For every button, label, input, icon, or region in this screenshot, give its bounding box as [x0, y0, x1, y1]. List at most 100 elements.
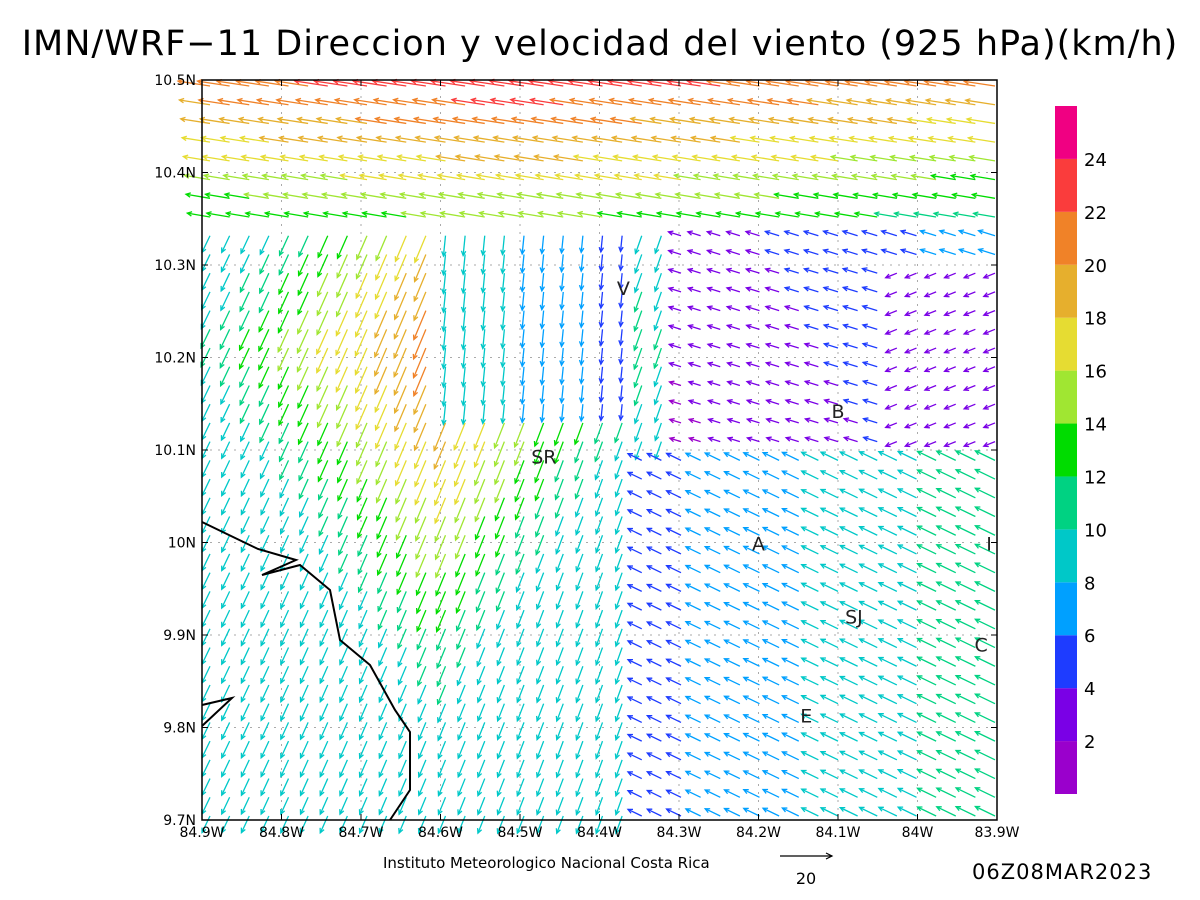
wind-vector	[338, 460, 348, 482]
wind-vector	[898, 489, 916, 498]
colorbar-segment	[1055, 476, 1077, 529]
wind-vector	[956, 526, 975, 535]
colorbar-label: 18	[1084, 309, 1107, 330]
colorbar-label: 20	[1084, 256, 1107, 277]
wind-vector	[298, 404, 308, 426]
wind-vector	[278, 367, 288, 389]
wind-vector	[221, 292, 230, 310]
wind-vector	[975, 807, 995, 816]
wind-vector	[917, 770, 936, 779]
wind-vector	[975, 507, 995, 516]
wind-vector	[975, 451, 995, 460]
wind-vector	[241, 254, 249, 272]
wind-vector	[879, 695, 897, 704]
wind-vector	[898, 451, 916, 460]
wind-vector	[299, 479, 308, 498]
wind-vector	[956, 488, 975, 497]
wind-vector	[417, 591, 426, 613]
wind-vector	[937, 582, 956, 591]
wind-vector	[898, 657, 916, 666]
wind-vector	[917, 470, 936, 479]
wind-vector	[221, 385, 230, 403]
wind-vector	[338, 236, 348, 258]
wind-vector	[414, 348, 426, 378]
x-tick-label: 84.7W	[338, 825, 383, 841]
colorbar: 24681012141618202224	[1055, 106, 1107, 794]
colorbar-label: 6	[1084, 626, 1095, 647]
colorbar-label: 14	[1084, 415, 1107, 436]
x-tick-label: 84.4W	[577, 825, 622, 841]
wind-vector	[898, 564, 916, 573]
wind-vector	[879, 676, 897, 685]
wind-vector	[358, 535, 367, 555]
wind-vector	[535, 423, 544, 446]
city-label: V	[617, 278, 630, 300]
wind-vector	[879, 789, 897, 798]
city-label: SR	[531, 446, 556, 468]
wind-vector	[240, 385, 249, 404]
wind-vector	[338, 479, 347, 500]
y-tick-label: 10.4N	[154, 166, 196, 182]
y-tick-label: 9.8N	[163, 721, 196, 737]
wind-vector	[490, 81, 524, 86]
wind-vector	[279, 273, 288, 294]
wind-vector	[917, 489, 936, 498]
wind-vector	[437, 629, 446, 650]
wind-vector	[879, 452, 897, 461]
wind-vector	[937, 713, 956, 722]
wind-vector	[879, 470, 897, 479]
wind-vector	[879, 658, 897, 667]
x-tick-label: 84W	[902, 825, 934, 841]
wind-vector	[496, 517, 505, 539]
wind-vector	[240, 329, 250, 350]
wind-vector	[318, 254, 328, 276]
wind-vector	[975, 470, 995, 479]
wind-vector	[898, 545, 916, 554]
wind-vector	[240, 311, 249, 331]
wind-vector	[260, 236, 269, 254]
wind-vector	[398, 591, 407, 612]
y-tick-label: 10N	[168, 536, 196, 552]
wind-vector	[318, 460, 327, 481]
x-tick-label: 84.8W	[259, 825, 304, 841]
wind-vector	[937, 695, 956, 704]
wind-vector	[879, 770, 897, 779]
colorbar-segment	[1055, 159, 1077, 212]
wind-vector	[879, 527, 897, 536]
city-label: E	[800, 705, 812, 727]
wind-vector	[278, 329, 288, 351]
wind-vector	[496, 554, 504, 575]
wind-vector	[975, 601, 995, 610]
y-tick-label: 9.9N	[163, 628, 196, 644]
wind-vector	[898, 601, 916, 610]
wind-vector	[279, 254, 288, 274]
wind-vector	[956, 769, 975, 778]
wind-vector	[956, 451, 975, 460]
wind-vector	[240, 367, 249, 387]
wind-vector	[956, 619, 975, 628]
wind-vector	[879, 807, 897, 816]
wind-vector	[221, 367, 230, 386]
wind-vector	[339, 535, 348, 554]
wind-vector	[898, 695, 916, 704]
wind-vector	[378, 591, 386, 611]
wind-vector	[496, 535, 504, 556]
wind-vector	[357, 236, 367, 259]
wind-vector	[457, 610, 465, 631]
wind-vector	[280, 460, 289, 479]
wind-vector	[240, 273, 249, 292]
wind-vector	[319, 479, 328, 499]
wind-vector	[358, 498, 367, 520]
wind-vector	[240, 348, 250, 369]
wind-vector	[279, 404, 288, 425]
colorbar-label: 12	[1084, 467, 1107, 488]
wind-vector	[898, 788, 916, 797]
x-tick-label: 83.9W	[974, 825, 1019, 841]
wind-vector	[555, 423, 563, 445]
wind-vector	[956, 788, 975, 797]
colorbar-label: 10	[1084, 520, 1107, 541]
wind-vector	[879, 732, 897, 741]
wind-vector	[937, 769, 956, 778]
wind-vector	[260, 442, 269, 461]
